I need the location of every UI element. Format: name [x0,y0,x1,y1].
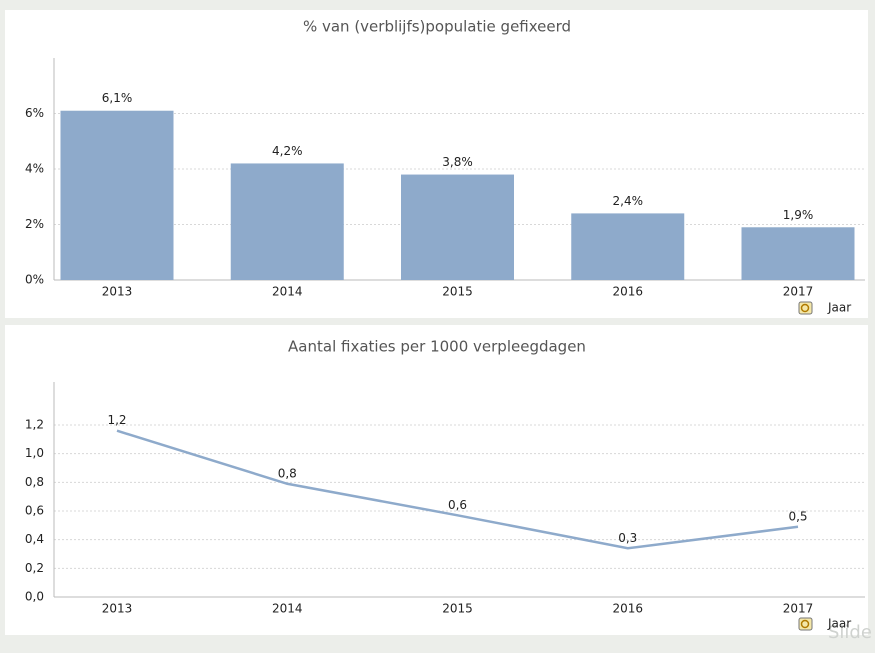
y-tick-label: 0,6 [25,504,44,518]
chart-title: Aantal fixaties per 1000 verpleegdagen [288,338,586,356]
panel [5,325,868,635]
data-label: 1,9% [783,208,814,222]
data-label: 6,1% [102,91,133,105]
x-tick-label: 2014 [272,285,303,299]
chart-title: % van (verblijfs)populatie gefixeerd [303,18,571,36]
x-tick-label: 2016 [612,602,643,616]
x-tick-label: 2013 [102,602,133,616]
axis-label: Jaar [827,301,851,315]
data-label: 0,8 [278,466,297,480]
y-tick-label: 6% [25,106,44,120]
x-tick-label: 2013 [102,285,133,299]
x-tick-label: 2017 [783,602,814,616]
x-tick-label: 2014 [272,602,303,616]
line [116,429,799,550]
bar [571,213,685,280]
x-tick-label: 2017 [783,285,814,299]
y-tick-label: 1,2 [25,418,44,432]
data-label: 1,2 [107,413,126,427]
y-tick-label: 0,4 [25,532,44,546]
data-label: 2,4% [613,194,644,208]
data-label: 3,8% [442,155,473,169]
y-tick-label: 4% [25,162,44,176]
y-tick-label: 2% [25,217,44,231]
y-tick-label: 0,8 [25,475,44,489]
y-tick-label: 1,0 [25,446,44,460]
data-label: 4,2% [272,144,303,158]
bar [60,110,174,280]
watermark: Slide [828,622,872,643]
y-tick-label: 0% [25,273,44,287]
x-tick-label: 2015 [442,602,473,616]
x-tick-label: 2016 [612,285,643,299]
data-label: 0,6 [448,498,467,512]
axis-label: Jaar [827,617,851,631]
x-tick-label: 2015 [442,285,473,299]
y-tick-label: 0,2 [25,561,44,575]
y-tick-label: 0,0 [25,590,44,604]
data-label: 0,3 [618,531,637,545]
bar [401,174,514,280]
axis-icon-glyph [800,303,810,313]
axis-icon-glyph [800,619,810,629]
bar [741,227,855,280]
bar [230,163,344,280]
data-label: 0,5 [788,509,807,523]
